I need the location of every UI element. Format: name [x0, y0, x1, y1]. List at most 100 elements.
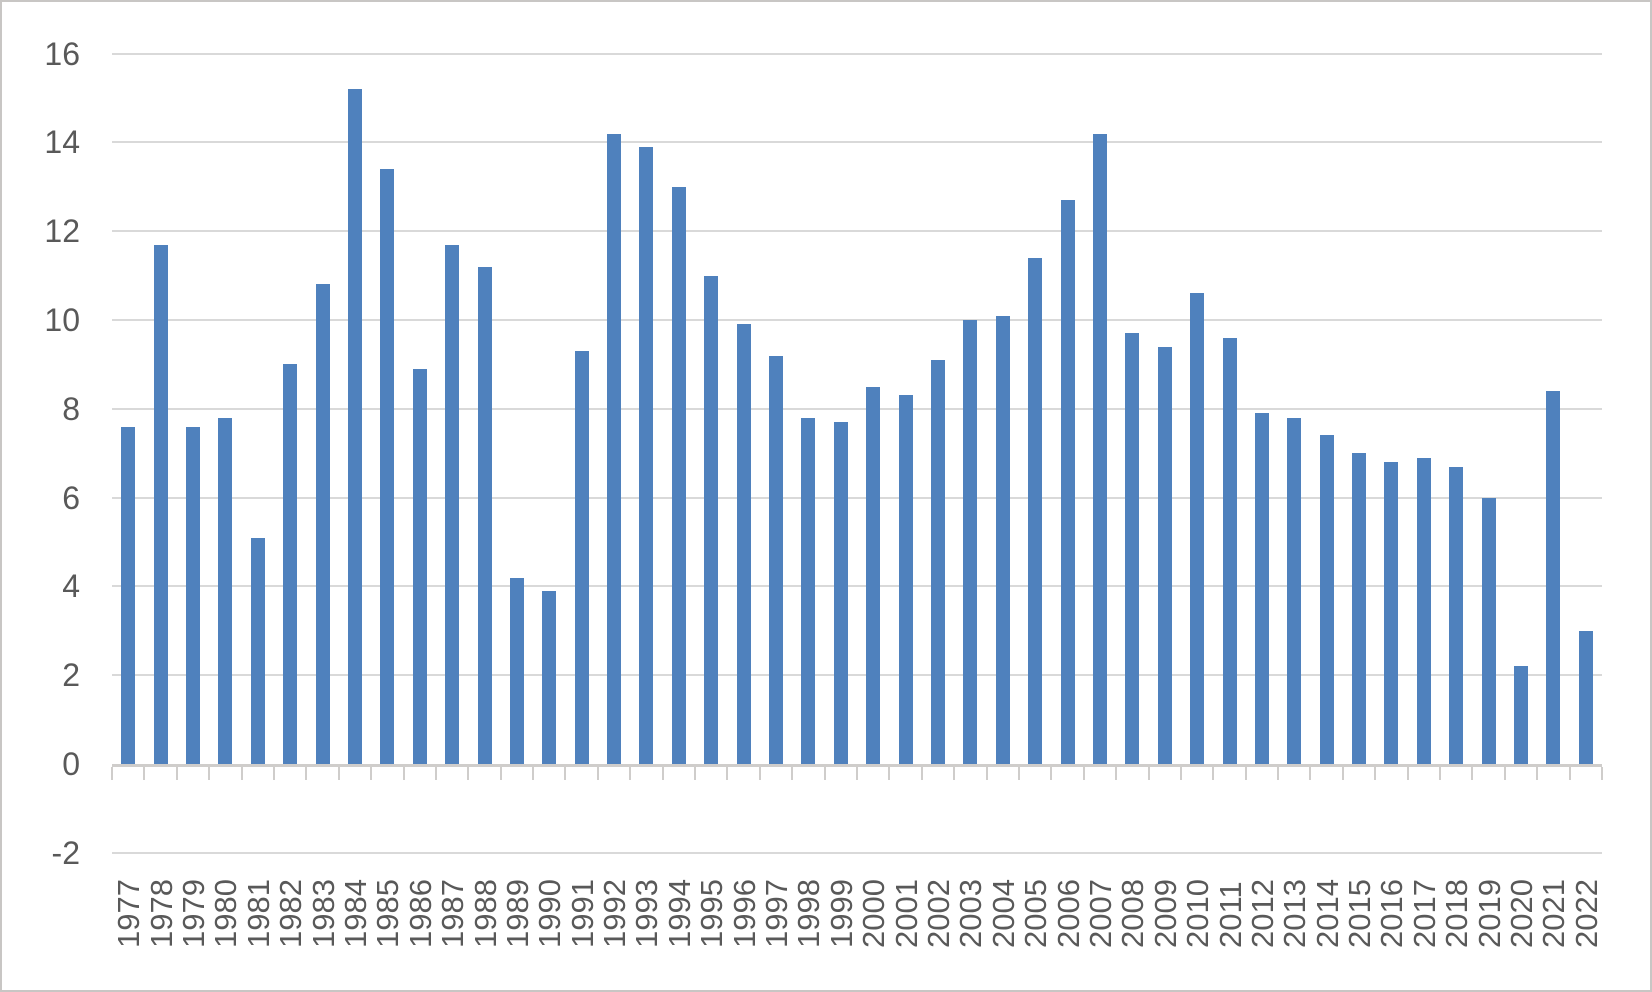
x-axis-label-1994: 1994	[661, 879, 697, 948]
x-axis-tick	[564, 767, 567, 780]
bar-1985	[380, 169, 395, 764]
gridline-y-8	[112, 407, 1602, 410]
y-axis-label-14: 14	[44, 124, 80, 161]
bar-2020	[1514, 666, 1529, 764]
gridline-y--2	[112, 851, 1602, 854]
x-axis-label-2016: 2016	[1374, 879, 1410, 948]
x-axis-tick	[305, 767, 308, 780]
bar-1984	[347, 89, 362, 764]
x-axis-label-1988: 1988	[467, 879, 503, 948]
bar-2013	[1287, 417, 1302, 764]
x-axis-tick	[467, 767, 470, 780]
bar-1977	[121, 426, 136, 764]
x-axis-tick	[1115, 767, 1118, 780]
x-axis-tick	[111, 767, 113, 780]
x-axis-tick	[791, 767, 794, 780]
x-axis-label-2011: 2011	[1212, 881, 1248, 948]
bar-2007	[1092, 133, 1107, 764]
x-axis-label-1986: 1986	[402, 879, 438, 948]
x-axis-label-1985: 1985	[370, 879, 406, 948]
bar-1995	[704, 275, 719, 764]
bar-2015	[1352, 453, 1367, 764]
x-axis-label-1979: 1979	[175, 879, 211, 948]
bar-2002	[930, 359, 945, 764]
bar-2005	[1028, 257, 1043, 764]
gridline-y-2	[112, 674, 1602, 677]
x-axis-tick	[985, 767, 988, 780]
bar-2017	[1416, 457, 1431, 764]
bar-1990	[542, 590, 557, 764]
x-axis-label-1984: 1984	[337, 879, 373, 948]
x-axis-tick	[758, 767, 761, 780]
bar-1988	[477, 266, 492, 764]
x-axis-label-1978: 1978	[143, 879, 179, 948]
x-axis-label-1998: 1998	[791, 879, 827, 948]
x-axis-label-1995: 1995	[694, 879, 730, 948]
x-axis-label-2009: 2009	[1147, 879, 1183, 948]
bar-1978	[153, 244, 168, 764]
x-axis-tick	[337, 767, 340, 780]
x-axis-tick	[370, 767, 373, 780]
x-axis-label-2007: 2007	[1082, 879, 1118, 948]
bar-1981	[250, 537, 265, 764]
bar-2003	[963, 320, 978, 764]
bar-2018	[1449, 466, 1464, 764]
x-axis-label-2015: 2015	[1342, 879, 1378, 948]
x-axis-label-1987: 1987	[435, 879, 471, 948]
x-axis-label-2021: 2021	[1536, 879, 1572, 948]
x-axis-tick	[1503, 767, 1506, 780]
x-axis-tick	[1050, 767, 1053, 780]
gridline-y-4	[112, 585, 1602, 588]
bar-1982	[283, 364, 298, 764]
bar-1979	[185, 426, 200, 764]
bar-2009	[1157, 346, 1172, 764]
x-axis-label-1993: 1993	[629, 879, 665, 948]
x-axis-label-1999: 1999	[823, 879, 859, 948]
gridline-y-10	[112, 319, 1602, 321]
x-axis-label-2000: 2000	[856, 879, 892, 948]
x-axis-label-2003: 2003	[953, 879, 989, 948]
bar-2016	[1384, 462, 1399, 764]
x-axis-tick	[1309, 767, 1312, 780]
bar-2012	[1254, 413, 1269, 764]
x-axis-tick	[1147, 767, 1150, 780]
x-axis-tick	[1277, 767, 1280, 780]
x-axis-label-2018: 2018	[1439, 879, 1475, 948]
gridline-y-14	[112, 141, 1602, 144]
x-axis-label-1996: 1996	[726, 879, 762, 948]
x-axis-label-2020: 2020	[1504, 879, 1540, 948]
bar-2010	[1190, 293, 1205, 764]
bar-2022	[1578, 630, 1593, 764]
bar-2001	[898, 395, 913, 764]
x-axis-tick	[1244, 767, 1247, 780]
x-axis-tick	[532, 767, 535, 780]
x-axis-label-2012: 2012	[1244, 879, 1280, 948]
y-axis-label-16: 16	[44, 35, 80, 72]
bar-2019	[1481, 497, 1496, 764]
bar-1999	[833, 422, 848, 764]
x-axis-label-2022: 2022	[1568, 879, 1604, 948]
bar-2014	[1319, 435, 1334, 764]
x-axis-tick	[143, 767, 146, 780]
x-axis-tick	[208, 767, 211, 780]
gridline-y-16	[112, 52, 1602, 55]
bar-1991	[574, 351, 589, 764]
y-axis-label-4: 4	[62, 568, 80, 605]
x-axis-label-2002: 2002	[920, 879, 956, 948]
bar-1993	[639, 146, 654, 764]
x-axis-label-2017: 2017	[1406, 879, 1442, 948]
x-axis-tick	[629, 767, 632, 780]
bar-1996	[736, 324, 751, 764]
x-axis-label-2013: 2013	[1277, 879, 1313, 948]
x-axis-tick	[1212, 767, 1215, 780]
bar-1980	[218, 417, 233, 764]
x-axis-label-2019: 2019	[1471, 879, 1507, 948]
y-axis-label-0: 0	[62, 746, 80, 782]
x-axis-tick	[1471, 767, 1474, 780]
x-axis-tick	[1341, 767, 1344, 780]
x-axis-label-1977: 1977	[111, 879, 147, 948]
x-axis-label-2010: 2010	[1180, 879, 1216, 948]
gridline-y-12	[112, 230, 1602, 233]
x-axis-tick	[1082, 767, 1085, 780]
x-axis-tick	[596, 767, 599, 780]
